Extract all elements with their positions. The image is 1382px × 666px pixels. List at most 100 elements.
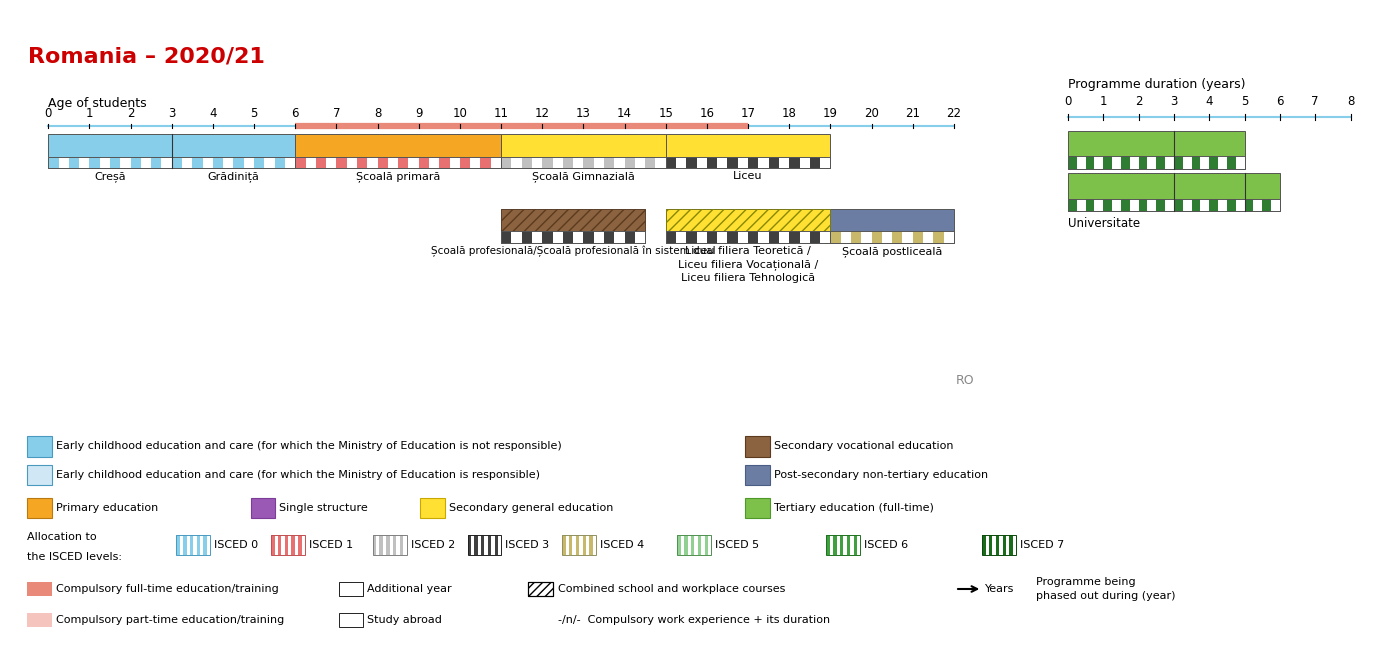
Bar [48,157,58,168]
Bar [1068,198,1280,211]
Bar [681,535,684,555]
Bar [768,231,779,242]
Text: Primary education: Primary education [55,503,158,513]
Bar [521,157,532,168]
Bar [474,535,478,555]
Bar [377,157,388,168]
Bar [745,465,770,486]
Bar [301,535,305,555]
Bar [847,535,850,555]
Bar [481,157,491,168]
Bar [376,535,380,555]
Bar [130,157,141,168]
Bar [634,231,645,242]
Bar [1245,198,1253,211]
Bar [471,535,474,555]
Text: Creșă: Creșă [94,171,126,182]
Text: Secondary vocational education: Secondary vocational education [774,442,954,452]
Bar [196,535,200,555]
Text: Secondary general education: Secondary general education [449,503,614,513]
Bar [594,157,604,168]
Bar [1165,157,1173,168]
Bar [542,231,553,242]
Bar [655,157,666,168]
Bar [706,157,717,168]
Bar [1086,198,1095,211]
Bar [727,231,738,242]
Bar [192,157,203,168]
Bar [203,157,213,168]
Bar [419,157,428,168]
Text: 20: 20 [864,107,879,120]
Bar [467,535,502,555]
Bar [502,231,645,242]
Text: ISCED 4: ISCED 4 [600,540,644,550]
Bar [171,157,296,168]
Bar [677,535,712,555]
Bar [189,535,193,555]
Bar [243,157,254,168]
Bar [1013,535,1016,555]
Bar [162,157,171,168]
Bar [470,157,481,168]
Bar [583,157,594,168]
Bar [826,535,860,555]
Bar [1236,157,1245,168]
Bar [586,535,590,555]
Bar [502,231,645,242]
Text: -/n/-  Compulsory work experience + its duration: -/n/- Compulsory work experience + its d… [558,615,831,625]
Text: 6: 6 [292,107,299,120]
Bar [831,231,954,242]
Bar [1173,198,1183,211]
Bar [745,436,770,457]
Bar [449,157,460,168]
Bar [1253,198,1262,211]
Bar [1218,157,1227,168]
Bar [1209,157,1218,168]
Bar [234,157,243,168]
Bar [488,535,491,555]
Bar [701,535,705,555]
Bar [553,231,562,242]
Bar [207,535,210,555]
Bar [316,157,326,168]
Bar [990,535,992,555]
Text: Programme duration (years): Programme duration (years) [1068,78,1245,91]
Bar [759,231,768,242]
Text: Years: Years [985,584,1014,594]
Bar [386,535,390,555]
Bar [985,535,990,555]
Bar [562,535,565,555]
Text: 1: 1 [1100,95,1107,108]
Bar [460,157,470,168]
Bar [502,134,666,157]
Text: 17: 17 [741,107,756,120]
Text: Romania – 2020/21: Romania – 2020/21 [28,47,264,67]
Text: 7: 7 [333,107,340,120]
Text: Single structure: Single structure [279,503,368,513]
Bar [604,231,614,242]
Bar [380,535,383,555]
Bar [562,535,596,555]
Text: 7: 7 [1312,95,1318,108]
Bar [120,157,130,168]
Bar [404,535,406,555]
Text: Grădiniță: Grădiniță [207,171,260,182]
Bar [748,157,759,168]
Bar [275,535,278,555]
Bar [528,582,553,596]
Bar [748,231,759,242]
Bar [296,134,502,157]
Bar [893,231,902,242]
Text: Școală profesională/Școală profesională în sistem dual: Școală profesională/Școală profesională … [431,245,716,256]
Bar [625,231,634,242]
Bar [738,231,748,242]
Text: Universitate: Universitate [1068,217,1140,230]
Bar [745,498,770,518]
Bar [1227,157,1236,168]
Bar [1201,157,1209,168]
Bar [800,231,810,242]
Bar [831,231,954,242]
Bar [625,157,634,168]
Bar [697,231,706,242]
